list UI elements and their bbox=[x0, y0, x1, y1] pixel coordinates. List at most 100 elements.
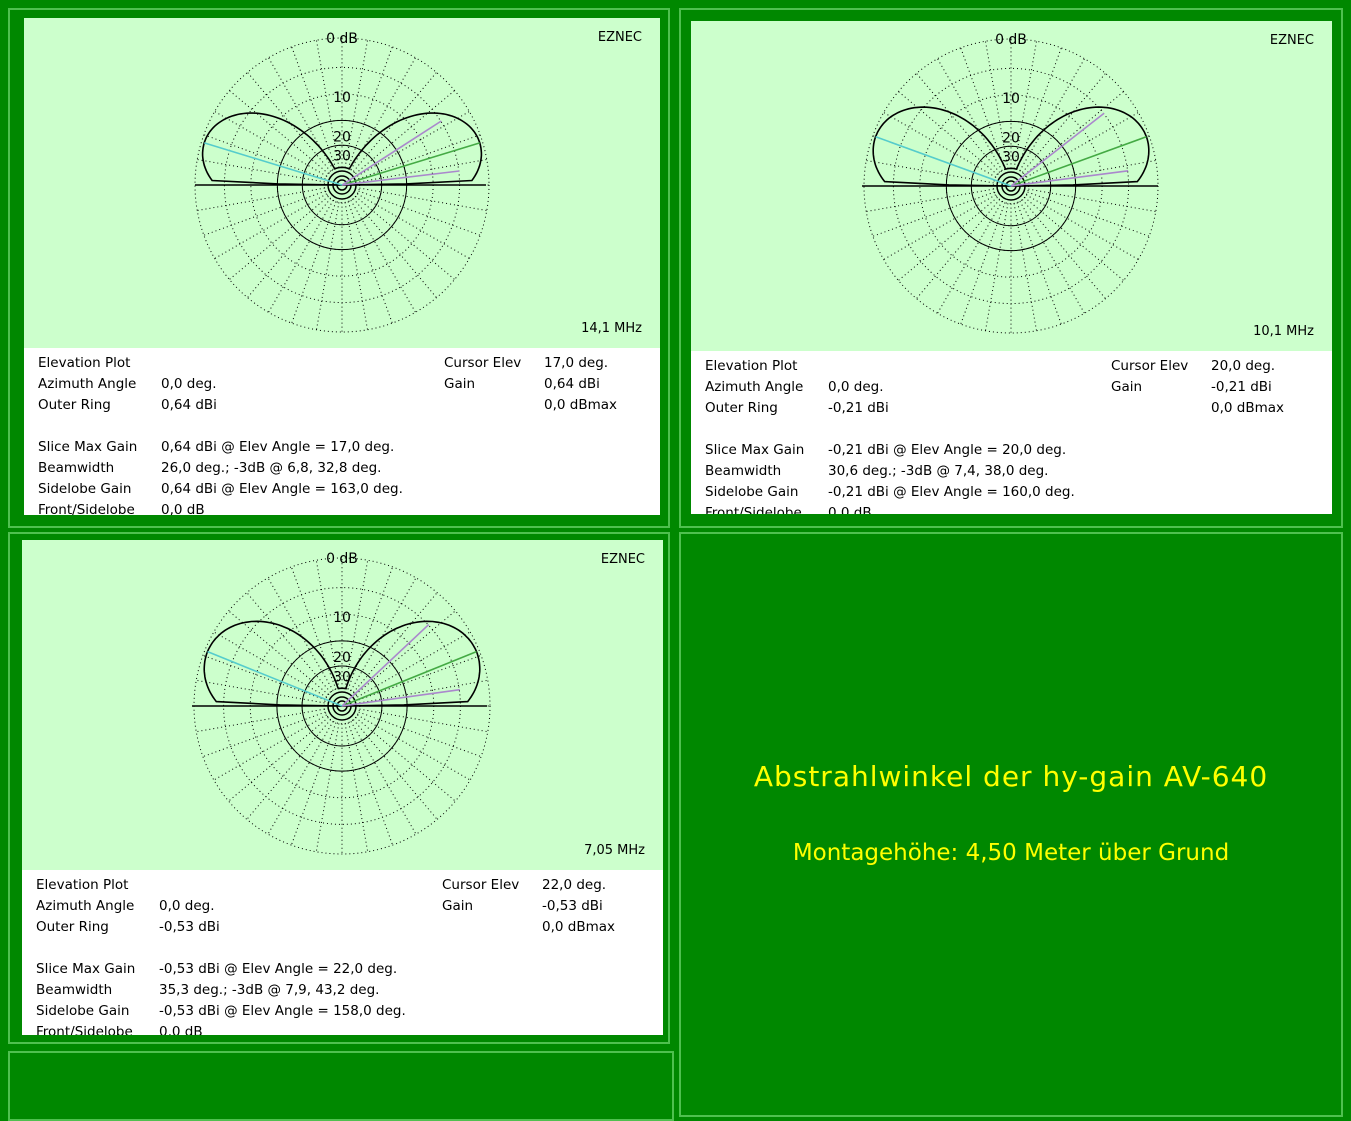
gain-max: 0,0 dBmax bbox=[542, 919, 616, 935]
front-sidelobe-label: Front/Sidelobe bbox=[38, 502, 135, 515]
grid-spoke bbox=[353, 592, 438, 693]
grid-spoke bbox=[358, 190, 481, 236]
grid-spoke bbox=[196, 708, 325, 733]
front-sidelobe-label: Front/Sidelobe bbox=[705, 505, 802, 514]
grid-spoke bbox=[984, 203, 1009, 331]
grid-spoke bbox=[315, 723, 340, 852]
front-sidelobe-value: 0,0 dB bbox=[159, 1024, 203, 1035]
grid-spoke bbox=[355, 195, 455, 280]
grid-spoke bbox=[347, 201, 393, 324]
grid-spoke bbox=[355, 717, 456, 802]
pattern-lobe-back bbox=[201, 112, 343, 186]
grid-spoke bbox=[916, 199, 1001, 299]
gain-label: Gain bbox=[1111, 379, 1143, 395]
grid-spoke bbox=[315, 560, 340, 689]
ring-label: 0 dB bbox=[995, 32, 1027, 48]
cursor-elev-value: 17,0 deg. bbox=[544, 355, 609, 371]
ring-label: 30 bbox=[333, 149, 351, 165]
polar-plot: 0 dB 10 20 30 bbox=[194, 31, 490, 333]
frequency-label: 14,1 MHz bbox=[581, 321, 642, 336]
ring-label: 10 bbox=[1002, 91, 1020, 107]
grid-spoke bbox=[898, 91, 998, 176]
grid-spoke bbox=[359, 679, 488, 704]
grid-spoke bbox=[1021, 199, 1106, 299]
azimuth-label: Azimuth Angle bbox=[38, 376, 137, 392]
slice-label: Slice Max Gain bbox=[38, 439, 138, 455]
grid-spoke bbox=[984, 41, 1009, 169]
frequency-label: 7,05 MHz bbox=[584, 843, 645, 858]
grid-spoke bbox=[213, 631, 327, 698]
minus3db-upper-line bbox=[341, 120, 442, 186]
azimuth-value: 0,0 deg. bbox=[828, 379, 884, 395]
grid-spoke bbox=[202, 654, 326, 701]
outer-ring-value: 0,64 dBi bbox=[161, 397, 217, 413]
grid-spoke bbox=[247, 72, 332, 172]
beam-value: 26,0 deg.; -3dB @ 6,8, 32,8 deg. bbox=[161, 460, 382, 476]
azimuth-value: 0,0 deg. bbox=[159, 898, 215, 914]
azimuth-value: 0,0 deg. bbox=[161, 376, 217, 392]
grid-spoke bbox=[344, 560, 369, 689]
slice-label: Slice Max Gain bbox=[36, 961, 136, 977]
plot-type: Elevation Plot bbox=[36, 877, 129, 893]
ring-label: 20 bbox=[1002, 130, 1020, 146]
grid-spoke bbox=[359, 158, 487, 183]
grid-spoke bbox=[350, 200, 416, 313]
grid-spoke bbox=[1028, 188, 1156, 213]
polar-plot: 0 dB 10 20 30 bbox=[862, 32, 1159, 334]
grid-spoke bbox=[229, 195, 329, 280]
title-block: Abstrahlwinkel der hy-gain AV-640 Montag… bbox=[679, 760, 1343, 880]
gain-label: Gain bbox=[442, 898, 474, 914]
beam-label: Beamwidth bbox=[36, 982, 113, 998]
grid-spoke bbox=[347, 46, 393, 169]
minus3db-upper-line bbox=[1010, 112, 1105, 187]
info-block: Elevation Plot Azimuth Angle 0,0 deg. Outer… bbox=[691, 351, 1332, 514]
sidelobe-value: 0,64 dBi @ Elev Angle = 163,0 deg. bbox=[161, 481, 403, 497]
grid-spoke bbox=[358, 654, 482, 701]
cursor-elev-label: Cursor Elev bbox=[444, 355, 522, 371]
front-sidelobe-label: Front/Sidelobe bbox=[36, 1024, 133, 1035]
eznec-panel-10mhz: 0 dB 10 20 30 EZNEC 10,1 MHz Elevation Plot Azi… bbox=[691, 21, 1332, 514]
sidelobe-label: Sidelobe Gain bbox=[36, 1003, 130, 1019]
grid-ring-0 bbox=[194, 37, 490, 333]
minus3db-lower-line bbox=[341, 688, 460, 707]
grid-spoke bbox=[1019, 58, 1085, 171]
grid-spoke bbox=[291, 201, 337, 324]
front-sidelobe-value: 0,0 dB bbox=[161, 502, 205, 515]
cursor-elev-label: Cursor Elev bbox=[442, 877, 520, 893]
grid-spoke bbox=[357, 714, 471, 781]
grid-spoke bbox=[344, 40, 369, 168]
grid-spoke bbox=[1027, 191, 1150, 237]
slice-value: 0,64 dBi @ Elev Angle = 17,0 deg. bbox=[161, 439, 395, 455]
ring-label: 20 bbox=[333, 129, 351, 145]
grid-spoke bbox=[197, 158, 325, 183]
grid-spoke bbox=[1024, 196, 1124, 281]
grid-spoke bbox=[344, 723, 369, 852]
pattern-lobe-back bbox=[872, 106, 1012, 187]
grid-spoke bbox=[246, 592, 331, 693]
eznec-panel-14mhz: 0 dB 10 20 30 EZNEC 14,1 MHz Elevation Plot Azi… bbox=[24, 18, 660, 515]
sidelobe-value: -0,53 dBi @ Elev Angle = 158,0 deg. bbox=[159, 1003, 406, 1019]
grid-spoke bbox=[1026, 194, 1139, 260]
grid-spoke bbox=[937, 201, 1003, 314]
grid-spoke bbox=[1013, 203, 1038, 331]
grid-spoke bbox=[350, 721, 417, 835]
beam-label: Beamwidth bbox=[38, 460, 115, 476]
sidelobe-line bbox=[204, 142, 343, 186]
slice-value: -0,53 dBi @ Elev Angle = 22,0 deg. bbox=[159, 961, 398, 977]
minus3db-lower-line bbox=[341, 170, 460, 186]
max-gain-line bbox=[341, 650, 477, 707]
polar-plot: 0 dB 10 20 30 bbox=[192, 551, 491, 855]
grid-spoke bbox=[291, 46, 337, 169]
ring-label: 30 bbox=[1002, 150, 1020, 166]
grid-spoke bbox=[267, 721, 334, 835]
max-gain-line bbox=[341, 142, 480, 186]
sidelobe-value: -0,21 dBi @ Elev Angle = 160,0 deg. bbox=[828, 484, 1075, 500]
ring-label: 0 dB bbox=[326, 551, 358, 567]
slice-label: Slice Max Gain bbox=[705, 442, 805, 458]
grid-spoke bbox=[267, 577, 334, 691]
front-sidelobe-value: 0,0 dB bbox=[828, 505, 872, 514]
grid-spoke bbox=[229, 90, 329, 175]
grid-spoke bbox=[1021, 73, 1106, 173]
eznec-label: EZNEC bbox=[600, 552, 645, 567]
gain-value: 0,64 dBi bbox=[544, 376, 600, 392]
